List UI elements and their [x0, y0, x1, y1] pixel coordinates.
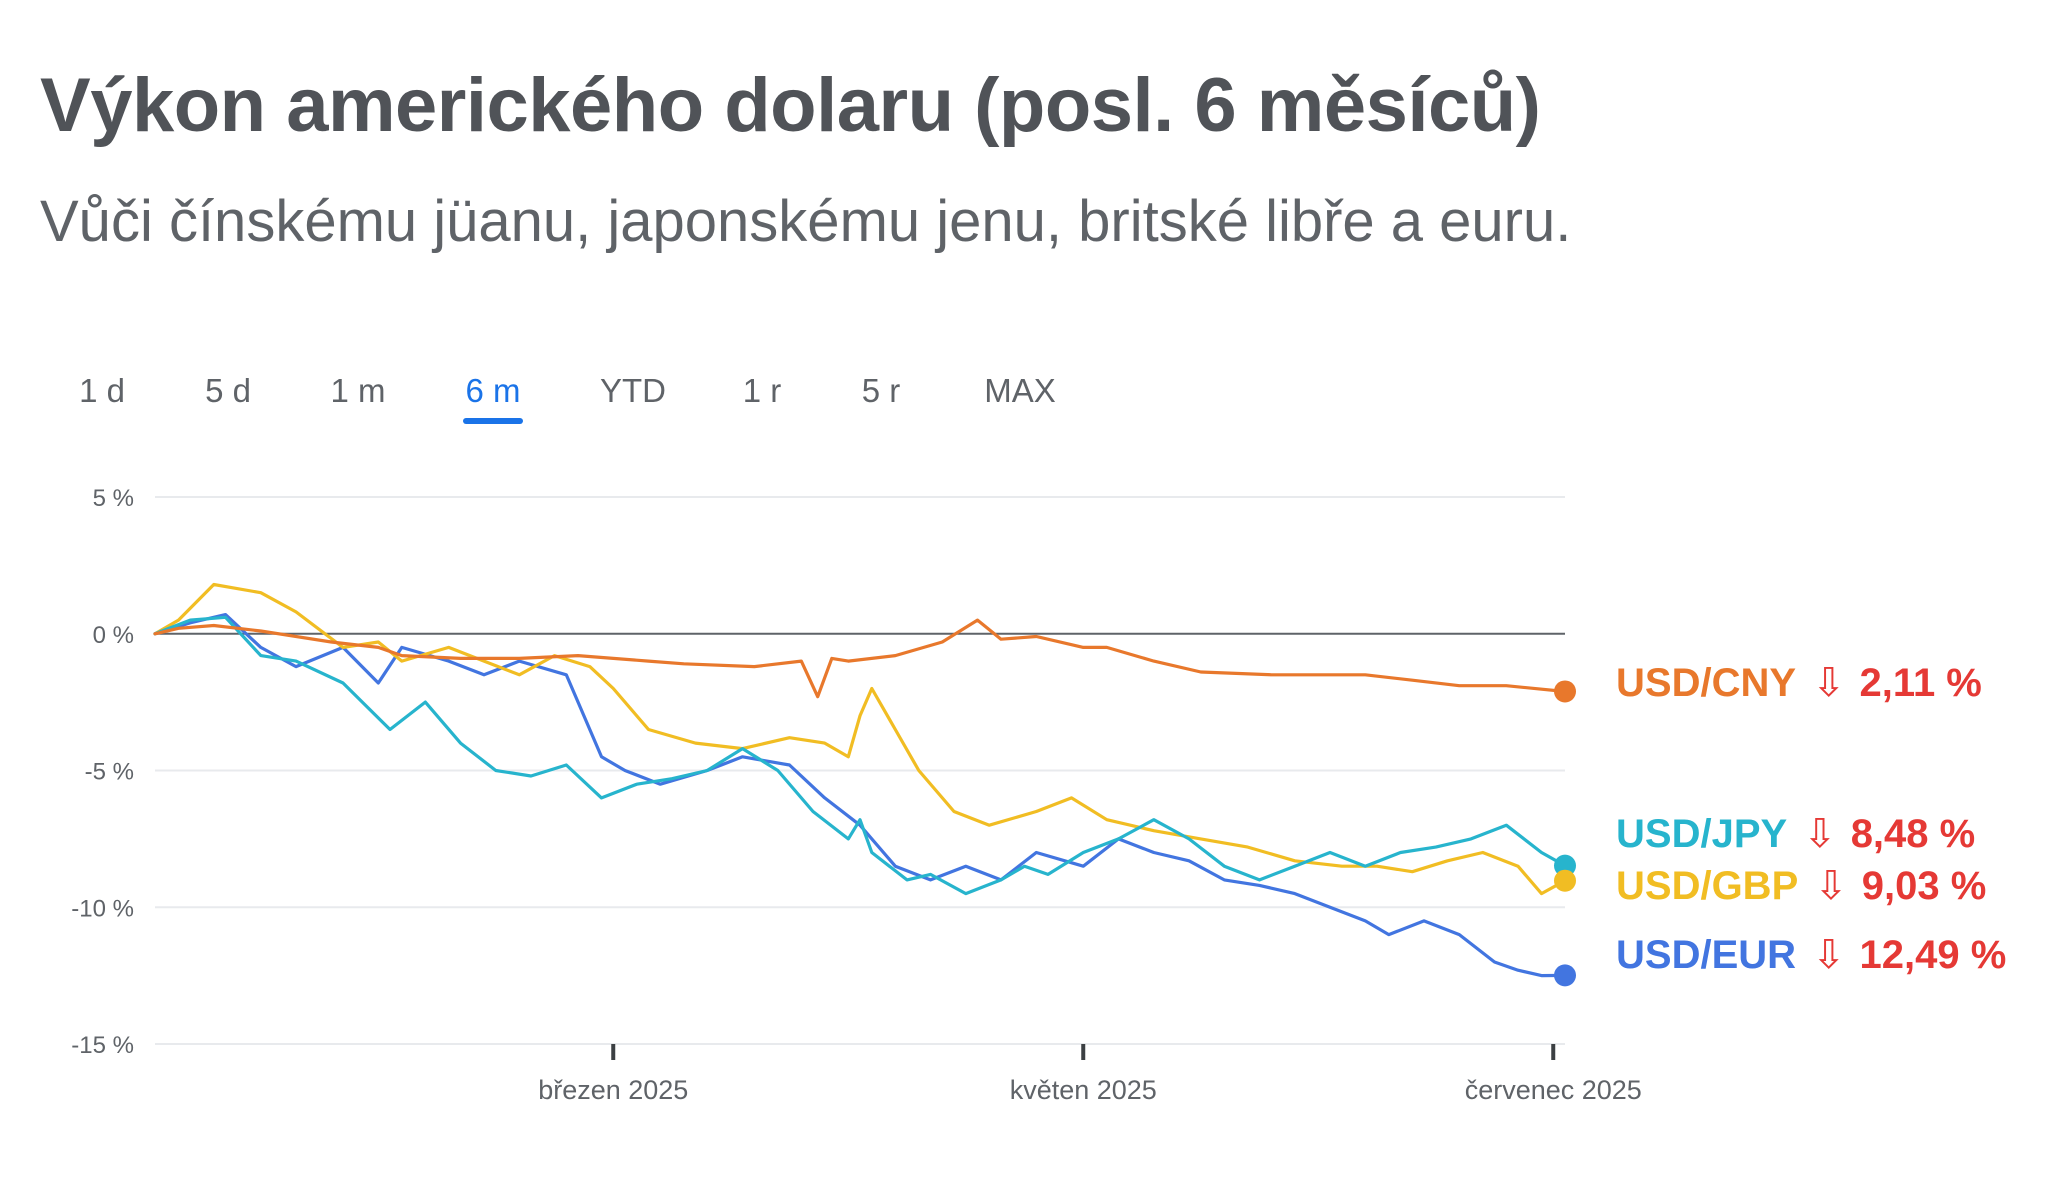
- series-change-usd-cny: 2,11 %: [1860, 661, 1982, 705]
- arrow-down-icon: ⇩: [1812, 933, 1846, 977]
- page-title: Výkon amerického dolaru (posl. 6 měsíců): [40, 63, 1541, 148]
- arrow-down-icon: ⇩: [1814, 864, 1848, 908]
- series-label-usd-jpy: USD/JPY: [1616, 812, 1787, 856]
- series-label-usd-eur: USD/EUR: [1616, 933, 1796, 977]
- range-tab-1m[interactable]: 1 m: [330, 372, 386, 409]
- y-tick-label: 5 %: [93, 485, 134, 512]
- range-tab-5d[interactable]: 5 d: [205, 372, 251, 409]
- end-point-usd-gbp: [1554, 869, 1576, 892]
- x-tick-label: květen 2025: [1010, 1075, 1157, 1105]
- active-range-indicator: [463, 418, 523, 424]
- range-tab-max[interactable]: MAX: [984, 372, 1056, 409]
- range-tab-6m[interactable]: 6 m: [465, 372, 521, 409]
- range-tab-1r[interactable]: 1 r: [742, 372, 782, 409]
- page-subtitle: Vůči čínskému jüanu, japonskému jenu, br…: [40, 189, 1572, 254]
- range-tab-5r[interactable]: 5 r: [861, 372, 901, 409]
- time-range-selector: 1 d 5 d 1 m 6 m YTD 1 r 5 r MAX: [0, 372, 1150, 432]
- range-tab-1d[interactable]: 1 d: [79, 372, 125, 409]
- end-point-usd-eur: [1554, 964, 1576, 987]
- y-tick-label: -15 %: [71, 1032, 134, 1059]
- y-tick-label: -10 %: [71, 895, 134, 922]
- series-line-usd-cny: [153, 618, 1567, 699]
- series-change-usd-gbp: 9,03 %: [1862, 864, 1987, 908]
- end-point-usd-jpy: [1554, 854, 1576, 877]
- series-line-usd-eur: [153, 612, 1567, 978]
- series-line-usd-jpy: [153, 615, 1567, 896]
- y-tick-label: 0 %: [93, 622, 134, 649]
- arrow-down-icon: ⇩: [1812, 661, 1846, 705]
- x-tick-label: červenec 2025: [1465, 1075, 1642, 1105]
- range-tab-ytd[interactable]: YTD: [600, 372, 666, 409]
- series-change-usd-jpy: 8,48 %: [1851, 812, 1976, 856]
- series-line-usd-gbp: [153, 582, 1567, 896]
- arrow-down-icon: ⇩: [1803, 812, 1837, 856]
- series-label-usd-gbp: USD/GBP: [1616, 864, 1798, 908]
- y-tick-label: -5 %: [85, 759, 134, 786]
- series-change-usd-eur: 12,49 %: [1860, 933, 2007, 977]
- x-tick-label: březen 2025: [538, 1075, 688, 1105]
- series-label-usd-cny: USD/CNY: [1616, 661, 1796, 705]
- end-point-usd-cny: [1554, 680, 1576, 703]
